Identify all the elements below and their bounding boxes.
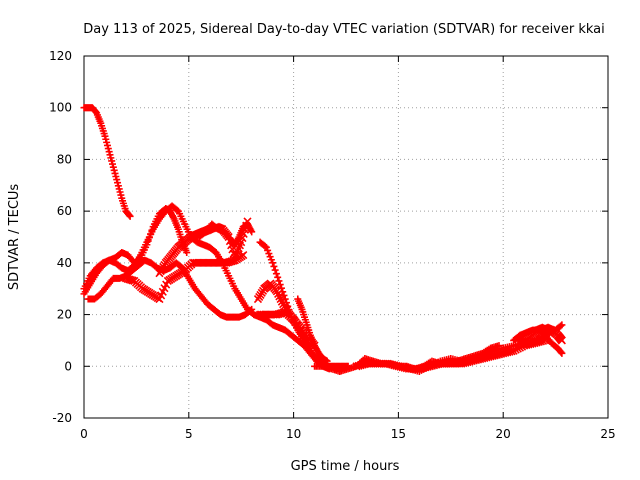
data-point (126, 212, 134, 220)
series-sat-d (84, 256, 256, 321)
series-sat-k (294, 295, 331, 365)
data-point (557, 348, 565, 356)
y-axis-label: SDTVAR / TECUs (7, 184, 22, 291)
y-tick-label: 0 (64, 359, 72, 373)
axis-ticks: 0 5 10 15 20 25 -20 0 20 40 60 80 100 120 (49, 49, 616, 441)
y-tick-label: 120 (49, 49, 72, 63)
data-point (275, 277, 283, 285)
data-point (270, 262, 278, 270)
x-tick-label: 10 (286, 427, 301, 441)
series-sat-h (256, 238, 352, 370)
y-tick-label: 60 (57, 204, 72, 218)
y-tick-label: -20 (52, 411, 72, 425)
data-point (558, 349, 566, 357)
data-point (269, 259, 277, 267)
y-tick-label: 80 (57, 152, 72, 166)
data-point (239, 251, 248, 260)
series-sat-g (195, 220, 256, 249)
y-tick-label: 100 (49, 101, 72, 115)
series-sat-c (80, 202, 333, 373)
series-sat-a (80, 104, 134, 220)
x-tick-label: 15 (391, 427, 406, 441)
data-point (271, 266, 279, 274)
series-sat-p (515, 323, 566, 348)
y-tick-label: 40 (57, 256, 72, 270)
data-point (323, 357, 331, 365)
plot-frame (83, 55, 609, 419)
data-point (183, 249, 191, 257)
x-tick-label: 0 (80, 427, 88, 441)
data-point (173, 206, 181, 214)
x-axis-label: GPS time / hours (291, 459, 400, 474)
data-point (557, 322, 565, 330)
data-point (557, 336, 566, 345)
data-point (558, 321, 566, 329)
data-point (274, 273, 282, 281)
grid-lines (84, 56, 608, 418)
data-point (276, 281, 284, 289)
data-marks (80, 104, 566, 375)
series-sat-e (121, 251, 248, 304)
data-point (125, 211, 133, 219)
y-tick-label: 20 (57, 308, 72, 322)
data-point (248, 228, 256, 236)
x-tick-label: 25 (600, 427, 615, 441)
data-point (248, 305, 256, 313)
x-tick-label: 20 (496, 427, 511, 441)
chart-title: Day 113 of 2025, Sidereal Day-to-day VTE… (83, 22, 605, 37)
data-point (261, 242, 269, 250)
data-point (272, 270, 280, 278)
data-point (246, 306, 254, 314)
x-tick-label: 5 (185, 427, 193, 441)
